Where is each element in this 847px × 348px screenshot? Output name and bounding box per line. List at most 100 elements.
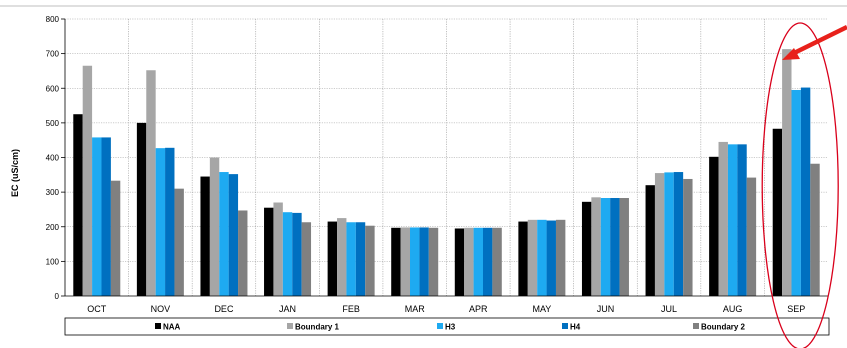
bar: [365, 225, 375, 296]
legend-swatch: [562, 323, 568, 329]
x-tick-label: NOV: [151, 304, 171, 314]
bar: [464, 227, 474, 296]
x-tick-label: SEP: [787, 304, 805, 314]
bar: [282, 212, 293, 296]
bar: [546, 220, 556, 296]
bar: [782, 49, 792, 296]
x-axis: OCT NOV DEC JAN FEB MAR APR MAY JUN JUL AUG SEP: [65, 295, 828, 314]
legend-swatch: [155, 323, 161, 329]
bar: [346, 222, 356, 296]
bar: [200, 176, 210, 296]
bar: [146, 70, 156, 297]
annotation-arrow-head: [782, 48, 800, 60]
annotation-arrow-shaft: [789, 24, 847, 58]
legend-swatch: [287, 323, 293, 329]
x-tick-label: MAY: [532, 304, 551, 314]
bar: [419, 227, 429, 296]
bar: [810, 163, 820, 296]
bar: [400, 227, 411, 296]
y-tick-label: 400: [46, 154, 60, 163]
bar: [355, 222, 366, 296]
bar: [228, 174, 239, 296]
x-tick-label: JUL: [661, 304, 677, 314]
x-tick-label: JUN: [597, 304, 615, 314]
bar: [683, 178, 693, 296]
bar: [772, 128, 783, 296]
annotation-layer: [761, 22, 847, 348]
x-tick-label: MAR: [405, 304, 426, 314]
x-tick-label: FEB: [342, 304, 360, 314]
bar: [718, 141, 728, 296]
bar: [473, 227, 483, 296]
bar: [800, 87, 811, 297]
bar: [155, 148, 166, 296]
legend-label: NAA: [163, 323, 181, 332]
x-tick-label: OCT: [87, 304, 107, 314]
y-tick-label: 800: [46, 15, 60, 24]
legend-swatch: [693, 323, 699, 329]
bar: [82, 65, 93, 297]
y-tick-label: 300: [46, 188, 60, 197]
bar: [92, 137, 102, 296]
bar: [337, 218, 347, 296]
bar: [492, 227, 502, 296]
x-tick-label: JAN: [279, 304, 296, 314]
bar: [537, 219, 547, 296]
bars-group: [73, 49, 820, 297]
bar: [600, 198, 611, 296]
bar: [327, 221, 338, 296]
bar: [73, 114, 83, 296]
x-tick-label: DEC: [214, 304, 234, 314]
y-axis-title: EC (uS/cm): [10, 149, 20, 197]
bar: [610, 198, 620, 296]
y-tick-label: 100: [46, 257, 60, 266]
bar: [654, 173, 665, 296]
y-tick-label: 600: [46, 84, 60, 93]
bar: [110, 180, 121, 296]
legend-label: H4: [570, 323, 581, 332]
bar: [645, 185, 655, 296]
legend-label: H3: [445, 323, 456, 332]
y-tick-label: 0: [55, 292, 60, 301]
bar: [301, 222, 312, 296]
bar: [482, 227, 493, 296]
bar: [428, 227, 439, 296]
bar: [136, 122, 147, 296]
legend-swatch: [437, 323, 443, 329]
bar: [619, 198, 629, 296]
bar: [709, 156, 719, 296]
y-tick-label: 500: [46, 119, 60, 128]
bar: [165, 147, 175, 296]
bar: [791, 89, 801, 296]
bar: [219, 172, 229, 296]
highlight-ellipse: [761, 22, 839, 348]
bar: [391, 227, 401, 296]
bar: [555, 219, 566, 296]
bar: [273, 202, 283, 296]
bar: [101, 137, 111, 296]
bar: [238, 210, 248, 296]
bar: [664, 172, 674, 296]
bar: [737, 144, 747, 296]
bar: [292, 212, 302, 296]
bar: [518, 221, 528, 296]
legend: NAA Boundary 1 H3 H4 Boundary 2: [64, 317, 830, 336]
bar: [527, 219, 538, 296]
bar: [727, 144, 738, 296]
bar: [746, 177, 757, 296]
x-tick-label: APR: [469, 304, 488, 314]
y-tick-label: 700: [46, 50, 60, 59]
bar: [264, 207, 274, 296]
gridlines: [65, 18, 828, 296]
legend-label: Boundary 2: [701, 323, 746, 332]
bar: [209, 157, 220, 296]
bar: [174, 188, 184, 296]
bar: [673, 172, 684, 296]
y-tick-label: 200: [46, 223, 60, 232]
legend-label: Boundary 1: [295, 323, 340, 332]
y-axis: 0 100 200 300 400 500 600 700 800: [46, 15, 66, 301]
legend-box: [64, 317, 830, 336]
bar: [581, 201, 592, 296]
